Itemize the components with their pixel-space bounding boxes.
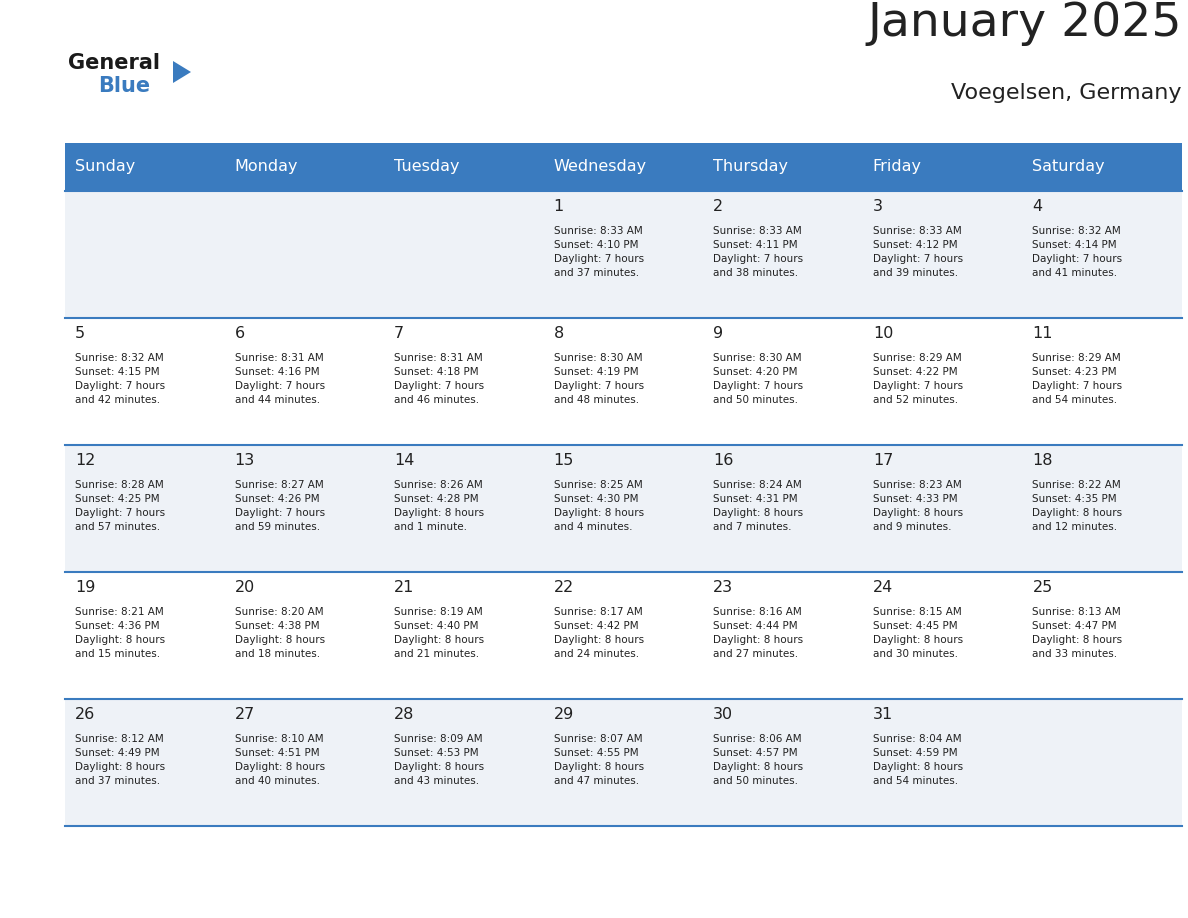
- Text: Sunrise: 8:22 AM
Sunset: 4:35 PM
Daylight: 8 hours
and 12 minutes.: Sunrise: 8:22 AM Sunset: 4:35 PM Dayligh…: [1032, 480, 1123, 532]
- Text: 21: 21: [394, 580, 415, 595]
- Text: Monday: Monday: [234, 160, 298, 174]
- Text: 18: 18: [1032, 453, 1053, 468]
- Text: January 2025: January 2025: [867, 1, 1182, 46]
- Text: 29: 29: [554, 707, 574, 722]
- Text: Sunrise: 8:23 AM
Sunset: 4:33 PM
Daylight: 8 hours
and 9 minutes.: Sunrise: 8:23 AM Sunset: 4:33 PM Dayligh…: [873, 480, 963, 532]
- Text: 5: 5: [75, 326, 86, 341]
- Text: 1: 1: [554, 199, 564, 214]
- Text: 17: 17: [873, 453, 893, 468]
- Text: Friday: Friday: [873, 160, 922, 174]
- Text: 14: 14: [394, 453, 415, 468]
- Text: 26: 26: [75, 707, 95, 722]
- Text: Sunrise: 8:29 AM
Sunset: 4:22 PM
Daylight: 7 hours
and 52 minutes.: Sunrise: 8:29 AM Sunset: 4:22 PM Dayligh…: [873, 353, 963, 405]
- Text: 4: 4: [1032, 199, 1043, 214]
- Text: 15: 15: [554, 453, 574, 468]
- Text: Sunrise: 8:28 AM
Sunset: 4:25 PM
Daylight: 7 hours
and 57 minutes.: Sunrise: 8:28 AM Sunset: 4:25 PM Dayligh…: [75, 480, 165, 532]
- Text: Sunrise: 8:10 AM
Sunset: 4:51 PM
Daylight: 8 hours
and 40 minutes.: Sunrise: 8:10 AM Sunset: 4:51 PM Dayligh…: [234, 734, 324, 786]
- Text: Sunrise: 8:07 AM
Sunset: 4:55 PM
Daylight: 8 hours
and 47 minutes.: Sunrise: 8:07 AM Sunset: 4:55 PM Dayligh…: [554, 734, 644, 786]
- Text: 10: 10: [873, 326, 893, 341]
- Text: Sunrise: 8:27 AM
Sunset: 4:26 PM
Daylight: 7 hours
and 59 minutes.: Sunrise: 8:27 AM Sunset: 4:26 PM Dayligh…: [234, 480, 324, 532]
- Text: Blue: Blue: [97, 76, 150, 96]
- Text: 25: 25: [1032, 580, 1053, 595]
- Text: 9: 9: [713, 326, 723, 341]
- Text: Sunrise: 8:30 AM
Sunset: 4:20 PM
Daylight: 7 hours
and 50 minutes.: Sunrise: 8:30 AM Sunset: 4:20 PM Dayligh…: [713, 353, 803, 405]
- Text: 12: 12: [75, 453, 95, 468]
- Text: 28: 28: [394, 707, 415, 722]
- Text: 22: 22: [554, 580, 574, 595]
- Text: Sunrise: 8:16 AM
Sunset: 4:44 PM
Daylight: 8 hours
and 27 minutes.: Sunrise: 8:16 AM Sunset: 4:44 PM Dayligh…: [713, 607, 803, 659]
- Text: Tuesday: Tuesday: [394, 160, 460, 174]
- Text: 13: 13: [234, 453, 254, 468]
- Text: Saturday: Saturday: [1032, 160, 1105, 174]
- Text: Voegelsen, Germany: Voegelsen, Germany: [952, 83, 1182, 103]
- Bar: [65, 191, 1182, 318]
- Text: 24: 24: [873, 580, 893, 595]
- Text: Thursday: Thursday: [713, 160, 789, 174]
- Text: 2: 2: [713, 199, 723, 214]
- Text: Sunrise: 8:32 AM
Sunset: 4:14 PM
Daylight: 7 hours
and 41 minutes.: Sunrise: 8:32 AM Sunset: 4:14 PM Dayligh…: [1032, 226, 1123, 278]
- Text: 3: 3: [873, 199, 883, 214]
- Text: Sunrise: 8:12 AM
Sunset: 4:49 PM
Daylight: 8 hours
and 37 minutes.: Sunrise: 8:12 AM Sunset: 4:49 PM Dayligh…: [75, 734, 165, 786]
- Text: Sunrise: 8:17 AM
Sunset: 4:42 PM
Daylight: 8 hours
and 24 minutes.: Sunrise: 8:17 AM Sunset: 4:42 PM Dayligh…: [554, 607, 644, 659]
- Text: Sunrise: 8:09 AM
Sunset: 4:53 PM
Daylight: 8 hours
and 43 minutes.: Sunrise: 8:09 AM Sunset: 4:53 PM Dayligh…: [394, 734, 485, 786]
- Text: Sunrise: 8:29 AM
Sunset: 4:23 PM
Daylight: 7 hours
and 54 minutes.: Sunrise: 8:29 AM Sunset: 4:23 PM Dayligh…: [1032, 353, 1123, 405]
- Text: Sunrise: 8:31 AM
Sunset: 4:16 PM
Daylight: 7 hours
and 44 minutes.: Sunrise: 8:31 AM Sunset: 4:16 PM Dayligh…: [234, 353, 324, 405]
- Text: Sunrise: 8:30 AM
Sunset: 4:19 PM
Daylight: 7 hours
and 48 minutes.: Sunrise: 8:30 AM Sunset: 4:19 PM Dayligh…: [554, 353, 644, 405]
- Text: 16: 16: [713, 453, 734, 468]
- Text: 6: 6: [234, 326, 245, 341]
- Text: Sunrise: 8:33 AM
Sunset: 4:11 PM
Daylight: 7 hours
and 38 minutes.: Sunrise: 8:33 AM Sunset: 4:11 PM Dayligh…: [713, 226, 803, 278]
- Text: General: General: [68, 53, 160, 73]
- Text: 27: 27: [234, 707, 254, 722]
- Text: 31: 31: [873, 707, 893, 722]
- Text: Sunrise: 8:32 AM
Sunset: 4:15 PM
Daylight: 7 hours
and 42 minutes.: Sunrise: 8:32 AM Sunset: 4:15 PM Dayligh…: [75, 353, 165, 405]
- Polygon shape: [173, 61, 191, 83]
- Bar: [65, 699, 1182, 826]
- Text: Sunrise: 8:31 AM
Sunset: 4:18 PM
Daylight: 7 hours
and 46 minutes.: Sunrise: 8:31 AM Sunset: 4:18 PM Dayligh…: [394, 353, 485, 405]
- Text: Sunrise: 8:06 AM
Sunset: 4:57 PM
Daylight: 8 hours
and 50 minutes.: Sunrise: 8:06 AM Sunset: 4:57 PM Dayligh…: [713, 734, 803, 786]
- Bar: [65, 143, 1182, 191]
- Text: Sunrise: 8:20 AM
Sunset: 4:38 PM
Daylight: 8 hours
and 18 minutes.: Sunrise: 8:20 AM Sunset: 4:38 PM Dayligh…: [234, 607, 324, 659]
- Text: Sunrise: 8:26 AM
Sunset: 4:28 PM
Daylight: 8 hours
and 1 minute.: Sunrise: 8:26 AM Sunset: 4:28 PM Dayligh…: [394, 480, 485, 532]
- Text: Sunrise: 8:15 AM
Sunset: 4:45 PM
Daylight: 8 hours
and 30 minutes.: Sunrise: 8:15 AM Sunset: 4:45 PM Dayligh…: [873, 607, 963, 659]
- Text: Sunrise: 8:04 AM
Sunset: 4:59 PM
Daylight: 8 hours
and 54 minutes.: Sunrise: 8:04 AM Sunset: 4:59 PM Dayligh…: [873, 734, 963, 786]
- Text: Sunrise: 8:33 AM
Sunset: 4:12 PM
Daylight: 7 hours
and 39 minutes.: Sunrise: 8:33 AM Sunset: 4:12 PM Dayligh…: [873, 226, 963, 278]
- Text: Sunrise: 8:21 AM
Sunset: 4:36 PM
Daylight: 8 hours
and 15 minutes.: Sunrise: 8:21 AM Sunset: 4:36 PM Dayligh…: [75, 607, 165, 659]
- Text: Sunrise: 8:13 AM
Sunset: 4:47 PM
Daylight: 8 hours
and 33 minutes.: Sunrise: 8:13 AM Sunset: 4:47 PM Dayligh…: [1032, 607, 1123, 659]
- Bar: [65, 318, 1182, 445]
- Text: Sunrise: 8:19 AM
Sunset: 4:40 PM
Daylight: 8 hours
and 21 minutes.: Sunrise: 8:19 AM Sunset: 4:40 PM Dayligh…: [394, 607, 485, 659]
- Text: Wednesday: Wednesday: [554, 160, 646, 174]
- Bar: [65, 572, 1182, 699]
- Text: Sunrise: 8:25 AM
Sunset: 4:30 PM
Daylight: 8 hours
and 4 minutes.: Sunrise: 8:25 AM Sunset: 4:30 PM Dayligh…: [554, 480, 644, 532]
- Text: Sunrise: 8:24 AM
Sunset: 4:31 PM
Daylight: 8 hours
and 7 minutes.: Sunrise: 8:24 AM Sunset: 4:31 PM Dayligh…: [713, 480, 803, 532]
- Text: 23: 23: [713, 580, 733, 595]
- Text: 8: 8: [554, 326, 564, 341]
- Text: Sunrise: 8:33 AM
Sunset: 4:10 PM
Daylight: 7 hours
and 37 minutes.: Sunrise: 8:33 AM Sunset: 4:10 PM Dayligh…: [554, 226, 644, 278]
- Text: 19: 19: [75, 580, 95, 595]
- Text: 20: 20: [234, 580, 254, 595]
- Text: 30: 30: [713, 707, 733, 722]
- Text: 11: 11: [1032, 326, 1053, 341]
- Text: 7: 7: [394, 326, 404, 341]
- Bar: [65, 445, 1182, 572]
- Text: Sunday: Sunday: [75, 160, 135, 174]
